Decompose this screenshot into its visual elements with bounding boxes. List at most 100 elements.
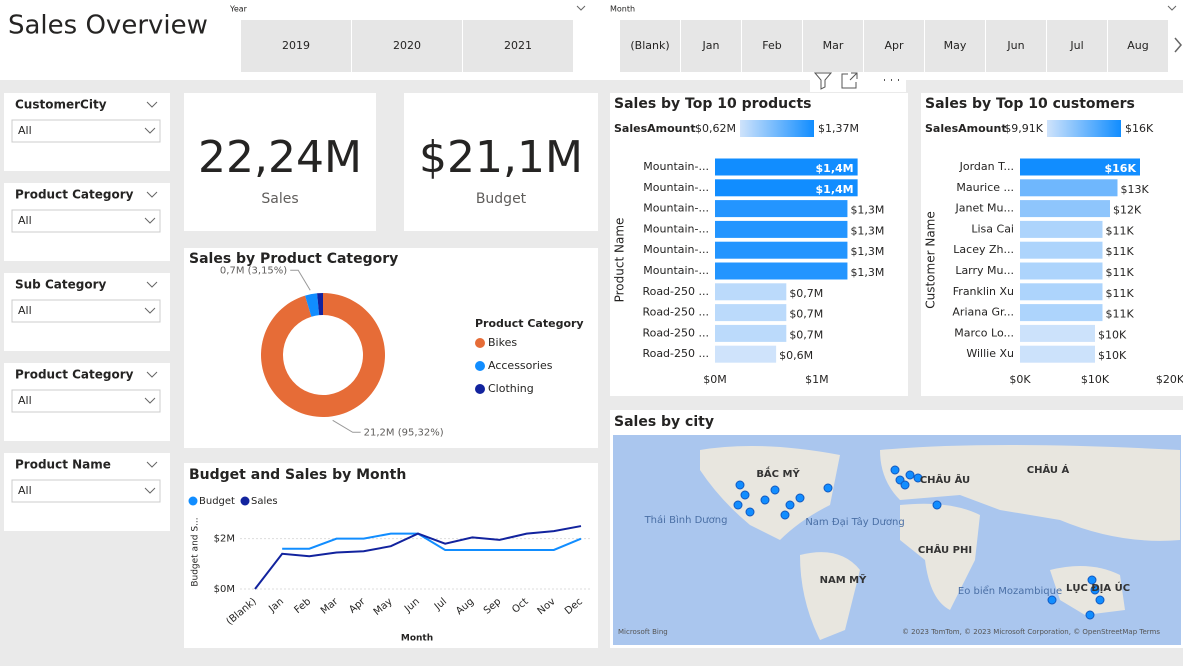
bar [715, 200, 848, 218]
chevron [146, 461, 158, 468]
legend-dot [240, 496, 250, 506]
city-dot[interactable] [913, 473, 923, 483]
data-label: $11K [1106, 308, 1135, 321]
city-dot[interactable] [795, 493, 805, 503]
slicer-button[interactable] [1047, 20, 1107, 72]
bar [1020, 324, 1095, 342]
city-dot[interactable] [1095, 595, 1105, 605]
city-dot[interactable] [735, 480, 745, 490]
slicer-option: May [944, 39, 967, 52]
slicer-option: Aug [1127, 39, 1148, 52]
y-tick-label: Mountain-... [643, 222, 709, 235]
y-tick-label: Marco Lo... [954, 326, 1014, 339]
data-label: $1,3M [850, 266, 884, 279]
city-dot[interactable] [890, 465, 900, 475]
city-dot[interactable] [733, 500, 743, 510]
dropdown[interactable] [11, 389, 161, 413]
city-dot[interactable] [932, 500, 942, 510]
y-tick-label: Larry Mu... [955, 264, 1014, 277]
slicer-button[interactable] [864, 20, 924, 72]
filter-value: All [18, 394, 32, 407]
map-land [800, 552, 860, 640]
focus-icon[interactable] [841, 72, 858, 89]
city-dot[interactable] [745, 507, 755, 517]
dropdown[interactable] [11, 119, 161, 143]
slicer-option: 2020 [393, 39, 421, 52]
city-dot[interactable] [1047, 595, 1057, 605]
next-arrow[interactable] [1174, 37, 1182, 53]
slicer-button[interactable] [1108, 20, 1168, 72]
city-dot[interactable] [780, 510, 790, 520]
slicer-button[interactable] [986, 20, 1046, 72]
map-label: BẮC MỸ [756, 465, 800, 480]
data-label: $1,4M [816, 162, 854, 175]
slicer-button[interactable] [620, 20, 680, 72]
city-dot[interactable] [740, 490, 750, 500]
chevron [146, 281, 158, 288]
y-tick-label: $0M [214, 584, 235, 595]
filter-value: All [18, 214, 32, 227]
chart-title: Sales by Top 10 products [614, 96, 811, 112]
slicer-button[interactable] [803, 20, 863, 72]
y-tick-label: Road-250 ... [642, 306, 709, 319]
slicer-button[interactable] [742, 20, 802, 72]
slicer-button[interactable] [241, 20, 351, 72]
map-land [880, 445, 1180, 541]
city-dot[interactable] [760, 495, 770, 505]
bar [1020, 283, 1103, 301]
donut-slice [260, 293, 385, 417]
data-label: $11K [1106, 266, 1135, 279]
bar [1020, 220, 1103, 238]
y-tick-label: Lacey Zh... [953, 243, 1014, 256]
legend-dot [475, 361, 485, 371]
filter-icon[interactable] [813, 72, 833, 90]
city-dot[interactable] [905, 470, 915, 480]
data-label: $1,3M [850, 204, 884, 217]
city-dot[interactable] [785, 500, 795, 510]
city-dot[interactable] [770, 485, 780, 495]
legend-max: $16K [1125, 122, 1154, 135]
panel [404, 93, 598, 231]
dropdown[interactable] [11, 299, 161, 323]
bar [715, 158, 858, 176]
city-dot[interactable] [823, 483, 833, 493]
city-dot[interactable] [1087, 575, 1097, 585]
y-tick-label: Mountain-... [643, 243, 709, 256]
legend-title: SalesAmount [614, 122, 696, 135]
dropdown[interactable] [11, 479, 161, 503]
slicer-option: Apr [884, 39, 904, 52]
legend-label: Budget [199, 496, 235, 507]
map-attribution: © 2023 TomTom, © 2023 Microsoft Corporat… [902, 628, 1160, 636]
city-dot[interactable] [1085, 610, 1095, 620]
data-label: $1,4M [816, 183, 854, 196]
donut-slice [305, 293, 320, 317]
filter-label: Product Name [15, 458, 111, 472]
slicer-button[interactable] [681, 20, 741, 72]
city-dot[interactable] [900, 480, 910, 490]
axis-title: Budget and S... [191, 517, 201, 586]
chart-title: Sales by Product Category [189, 251, 398, 267]
map-label: CHÂU PHI [918, 543, 972, 556]
panel [184, 248, 598, 448]
y-tick-label: Mountain-... [643, 202, 709, 215]
y-tick-label: Road-250 ... [642, 285, 709, 298]
map-label: NAM MỸ [820, 573, 867, 586]
chart-title: Sales by city [614, 414, 714, 430]
slicer-option: (Blank) [630, 39, 669, 52]
dropdown[interactable] [11, 209, 161, 233]
chevron [144, 487, 156, 494]
slicer-button[interactable] [925, 20, 985, 72]
legend-max: $1,37M [818, 122, 859, 135]
map-label: Nam Đại Tây Dương [805, 516, 904, 528]
bar [1020, 345, 1095, 363]
filter-label: Sub Category [15, 278, 106, 292]
slicer-button[interactable] [463, 20, 573, 72]
chart-title: Sales by Top 10 customers [925, 96, 1135, 112]
legend-label: Bikes [488, 336, 517, 349]
slicer-option: 2019 [282, 39, 310, 52]
slicer-button[interactable] [352, 20, 462, 72]
chevron [146, 191, 158, 198]
y-tick-label: Mountain-... [643, 181, 709, 194]
slicer-option: Mar [823, 39, 844, 52]
city-dot[interactable] [1090, 585, 1100, 595]
